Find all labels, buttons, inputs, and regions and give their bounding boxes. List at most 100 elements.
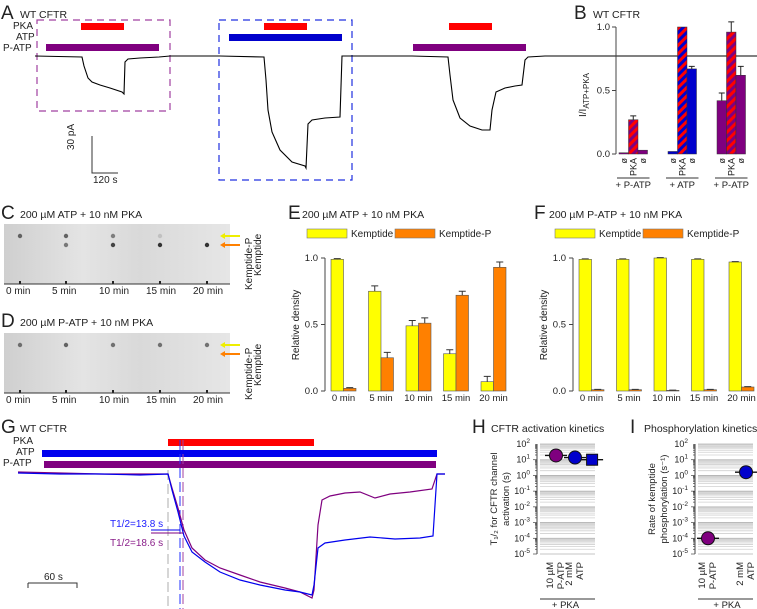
panel-f-x-tick-label: 10 min [652, 393, 681, 404]
panel-h-y-tick-label: 101 [516, 454, 530, 465]
panel-f-y-tick-label: 0.5 [553, 320, 566, 331]
panel-e-y-tick-label: 0.5 [305, 320, 318, 331]
panel-g-patp-bar [44, 461, 436, 468]
panel-c-lane-mark [65, 281, 67, 284]
panel-c-spot-kemptide [17, 233, 23, 239]
panel-g-label-atp: ATP [16, 447, 35, 458]
panel-c-spot-kemptide-p [204, 242, 210, 248]
panel-c-spot-kemptide [63, 233, 69, 239]
panel-e-x-tick-label: 0 min [332, 393, 355, 404]
panel-b-bar-label: ø [668, 158, 678, 164]
panel-b-error-bar [737, 65, 744, 76]
panel-g-title: WT CFTR [20, 423, 68, 435]
panel-a-scale-x-label: 120 s [93, 175, 118, 186]
panel-d-letter: D [1, 311, 15, 332]
panel-g-scale-x-label: 60 s [44, 572, 63, 583]
panel-c-lane-label: 10 min [99, 286, 130, 297]
panel-e-error-bar [371, 285, 379, 292]
panel-e-error-bar [346, 387, 354, 389]
panel-c-arrowhead-kemptide [220, 233, 225, 239]
panel-g-label-pka: PKA [13, 436, 34, 447]
panel-i-y-label: Rate of kemptide [647, 463, 658, 535]
panel-d-spot-kemptide [17, 342, 23, 348]
panel-e-error-bar [458, 290, 466, 296]
panel-i-y-label: phosphorylation (s⁻¹) [659, 455, 670, 544]
panel-e-letter: E [288, 203, 301, 224]
panel-c-title: 200 µM ATP + 10 nM PKA [20, 209, 143, 221]
panel-d-lane-mark [65, 390, 67, 393]
panel-h-y-tick-label: 10-1 [514, 485, 530, 496]
panel-h-point-circle [568, 450, 582, 465]
panel-a-box-atp [218, 19, 353, 181]
panel-e-legend-label: Kemptide [351, 229, 394, 240]
panel-a-patp-bar-1 [46, 44, 159, 51]
panel-i-y-tick-label: 10-1 [672, 485, 688, 496]
panel-i-y-tick-label: 10-2 [672, 501, 688, 512]
panel-f-letter: F [534, 203, 546, 224]
panel-e-y-tick-label: 0.0 [305, 386, 318, 397]
panel-e-error-bar [446, 349, 454, 354]
panel-e-legend-swatch [394, 228, 436, 239]
panel-c-lane-label: 20 min [193, 286, 224, 297]
panel-b-bar-label: ø [619, 158, 629, 164]
panel-g-trace-atp [17, 472, 445, 596]
panel-b-letter: B [574, 3, 587, 24]
panel-g-atp-bar [42, 450, 437, 457]
panel-e-error-bar [333, 258, 341, 260]
panel-b-error-bar [718, 92, 725, 101]
panel-b-error-bar [688, 65, 695, 69]
panel-b-bar-label: ø [717, 158, 727, 164]
panel-i-x-tick-label: P-ATP [708, 562, 719, 589]
panel-i-y-tick-label: 102 [674, 438, 688, 449]
panel-e-x-tick-label: 20 min [479, 393, 508, 404]
panel-e-error-bar [383, 351, 391, 358]
panel-c-spot-kemptide-p [110, 242, 116, 248]
panel-h-y-tick-label: 10-5 [514, 548, 530, 559]
panel-d-spot-kemptide [157, 342, 163, 348]
panel-g-label-patp: P-ATP [3, 458, 32, 469]
panel-b-y-tick-label: 1.0 [597, 22, 610, 33]
panel-a-scale-bar [91, 136, 118, 174]
panel-d-lane-mark [112, 390, 114, 393]
panel-d-arrowhead-kemptide [220, 342, 225, 348]
panel-d-lane-label: 15 min [146, 395, 177, 406]
panel-i-y-tick-label: 10-5 [672, 548, 688, 559]
panel-i-y-tick-label: 100 [674, 469, 688, 480]
panel-i-point-circle [701, 531, 715, 546]
panel-e-error-bar [408, 320, 416, 326]
panel-a-patp-bar-2 [413, 44, 526, 51]
panel-h-y-tick-label: 10-4 [514, 532, 530, 543]
panel-i-group-label: + PKA [713, 600, 741, 609]
panel-c-gel-image [4, 224, 230, 284]
panel-b-group-label: + P-ATP [616, 180, 651, 191]
panel-c-lane-mark [112, 281, 114, 284]
panel-i-y-tick-label: 10-4 [672, 532, 688, 543]
panel-d-spot-kemptide [204, 342, 210, 348]
panel-e-error-bar [421, 317, 429, 324]
panel-h-group-label: + PKA [552, 600, 580, 609]
panel-e-legend-label: Kemptide-P [439, 229, 492, 240]
panel-h-point-circle [549, 448, 563, 463]
panel-c-arrowhead-kemptide-p [220, 242, 225, 248]
panel-a-pka-bar-3 [449, 23, 492, 30]
panel-b-y-tick-label: 0.5 [597, 86, 610, 97]
panel-i-x-tick-label: ATP [746, 562, 757, 580]
panel-e-legend-swatch [306, 228, 348, 239]
panel-a-label-atp: ATP [16, 32, 35, 43]
panel-h-title: CFTR activation kinetics [491, 423, 605, 435]
panel-f-legend-label: Kemptide-P [687, 229, 740, 240]
panel-h-y-tick-label: 100 [516, 469, 530, 480]
panel-a-letter: A [1, 3, 14, 24]
panel-b-bar-label: PKA [677, 158, 687, 176]
panel-b-ylabel: I/IATP+PKA [578, 72, 591, 117]
panel-c-spot-kemptide-p [157, 242, 163, 248]
panel-d-arrowhead-kemptide-p [220, 351, 225, 357]
panel-f-x-tick-label: 0 min [580, 393, 603, 404]
panel-i-title: Phosphorylation kinetics [644, 423, 757, 435]
panel-f-title: 200 µM P-ATP + 10 nM PKA [549, 209, 683, 221]
